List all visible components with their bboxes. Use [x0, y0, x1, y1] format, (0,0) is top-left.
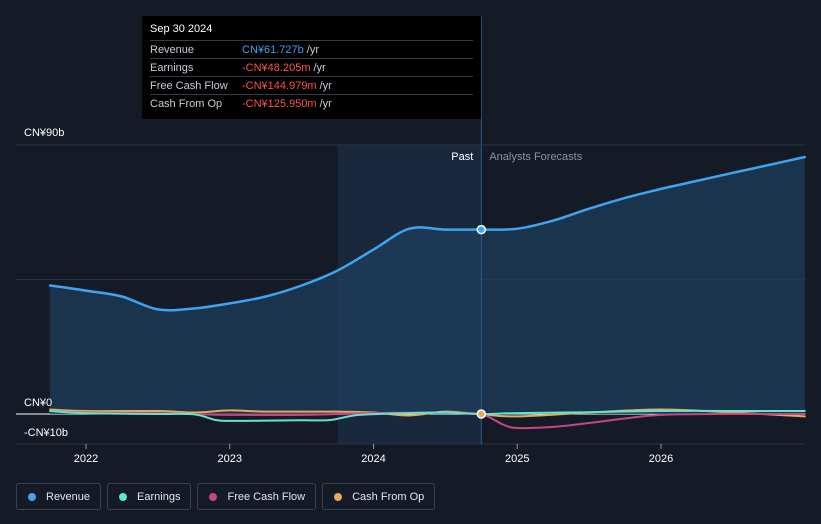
forecast-label: Analysts Forecasts [489, 151, 582, 163]
x-tick-label: 2024 [361, 453, 385, 465]
past-label: Past [451, 151, 473, 163]
legend-label: Earnings [137, 490, 181, 503]
x-tick-label: 2026 [649, 453, 673, 465]
x-tick-label: 2022 [74, 453, 98, 465]
legend-label: Cash From Op [352, 490, 425, 503]
tooltip-label: Earnings [150, 61, 194, 74]
legend-dot-icon [334, 492, 343, 501]
tooltip-value: -CN¥144.979m [242, 79, 317, 92]
legend-label: Revenue [46, 490, 91, 503]
chart-legend: Revenue Earnings Free Cash Flow Cash Fro… [16, 483, 436, 510]
series-line-revenue [48, 155, 807, 312]
series-line-earnings [49, 409, 806, 422]
y-tick-label: -CN¥10b [24, 427, 68, 439]
tooltip-unit: /yr [306, 43, 320, 56]
current-markers [476, 224, 487, 419]
tooltip-value: CN¥61.727b [242, 43, 304, 56]
legend-dot-icon [28, 492, 36, 501]
tooltip-value: -CN¥125.950m [242, 97, 317, 110]
legend-item-free-cash-flow[interactable]: Free Cash Flow [197, 483, 317, 510]
tooltip-label: Free Cash Flow [150, 79, 228, 92]
series-lines [48, 155, 807, 430]
tooltip-date: Sep 30 2024 [150, 23, 213, 35]
x-tick-label: 2025 [505, 453, 529, 465]
tooltip-row-revenue: Revenue CN¥61.727b /yr [150, 40, 473, 58]
legend-dot-icon [119, 492, 128, 501]
tooltip-row-cash-from-op: Cash From Op -CN¥125.950m /yr [150, 94, 473, 112]
tooltip-value: -CN¥48.205m [242, 61, 311, 74]
legend-label: Free Cash Flow [227, 490, 306, 503]
legend-item-revenue[interactable]: Revenue [16, 483, 102, 510]
legend-item-earnings[interactable]: Earnings [107, 483, 192, 510]
y-tick-label: CN¥90b [24, 127, 64, 139]
tooltip-row-free-cash-flow: Free Cash Flow -CN¥144.979m /yr [150, 76, 473, 94]
legend-item-cash-from-op[interactable]: Cash From Op [322, 483, 436, 510]
y-tick-label: CN¥0 [24, 397, 52, 409]
tooltip-unit: /yr [319, 79, 332, 92]
data-tooltip: Sep 30 2024 Revenue CN¥61.727b /yr Earni… [142, 16, 481, 119]
tooltip-unit: /yr [313, 61, 326, 74]
revenue-area-fill [50, 157, 805, 414]
legend-dot-icon [209, 492, 218, 501]
x-tick-label: 2023 [218, 453, 242, 465]
tooltip-unit: /yr [319, 97, 332, 110]
tooltip-label: Cash From Op [150, 97, 223, 110]
tooltip-label: Revenue [150, 43, 195, 56]
tooltip-row-earnings: Earnings -CN¥48.205m /yr [150, 58, 473, 76]
cash-from-op-marker [476, 409, 487, 419]
revenue-marker [476, 224, 487, 235]
x-axis: 2022 2023 2024 2025 2026 [74, 444, 673, 465]
series-line-cash-from-op [49, 408, 806, 418]
